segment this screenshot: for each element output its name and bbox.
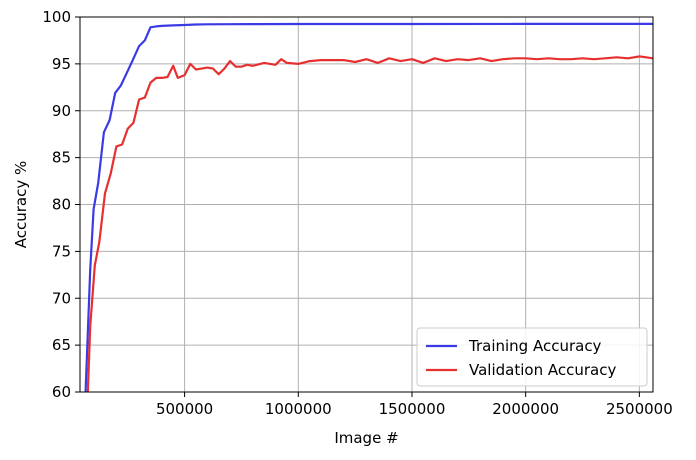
y-tick-label: 90 xyxy=(52,102,71,120)
x-axis-title: Image # xyxy=(334,429,398,447)
y-tick-label: 70 xyxy=(52,289,71,307)
x-tick-label: 1500000 xyxy=(379,400,446,418)
ticks-group: 500000 1000000 1500000 2000000 2500000 60 65 70… xyxy=(42,8,672,418)
x-tick-label: 500000 xyxy=(156,400,213,418)
y-tick-label: 65 xyxy=(52,336,71,354)
x-tick-label: 1000000 xyxy=(265,400,332,418)
y-tick-label: 75 xyxy=(52,242,71,260)
series-line-validation xyxy=(86,55,653,392)
legend-box xyxy=(416,327,648,387)
y-tick-label: 100 xyxy=(42,8,71,26)
y-tick-label: 95 xyxy=(52,55,71,73)
y-tick-label: 85 xyxy=(52,149,71,167)
legend-entry-label: Validation Accuracy xyxy=(469,361,616,379)
legend-entry-label: Training Accuracy xyxy=(468,337,602,355)
y-tick-label: 60 xyxy=(52,383,71,401)
y-axis-title: Accuracy % xyxy=(12,161,30,249)
legend: Training Accuracy Validation Accuracy xyxy=(416,327,648,387)
x-tick-label: 2000000 xyxy=(492,400,559,418)
series-group xyxy=(84,22,653,392)
x-tick-label: 2500000 xyxy=(606,400,673,418)
series-line-training xyxy=(84,22,653,392)
y-tick-label: 80 xyxy=(52,196,71,214)
